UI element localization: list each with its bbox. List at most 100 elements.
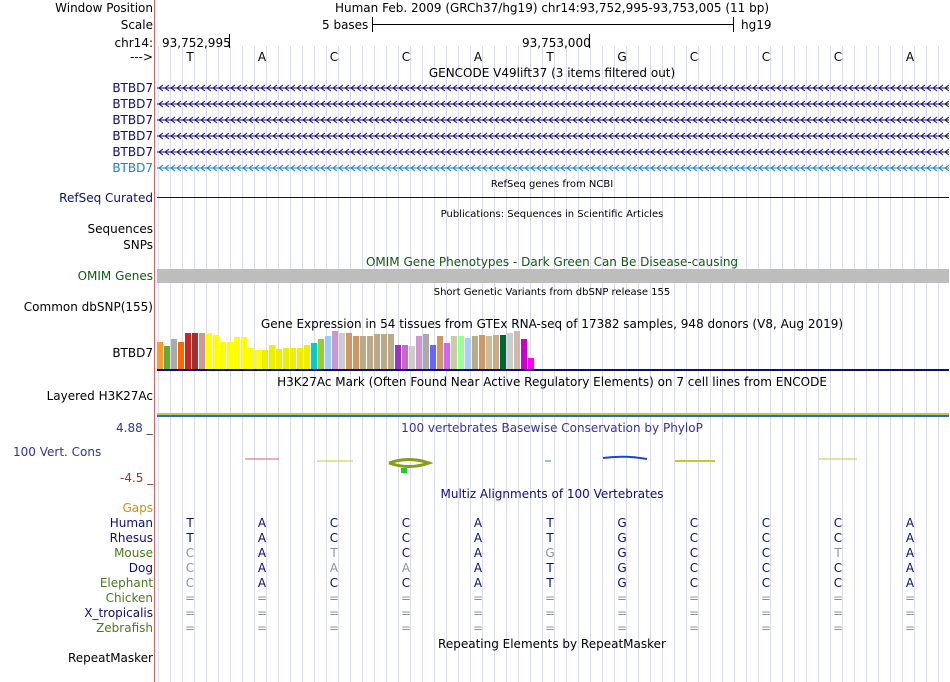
gencode-transcript[interactable] [157,100,949,108]
gtex-tissue-bar[interactable] [276,349,282,369]
gtex-tissue-bar[interactable] [255,350,261,369]
gtex-tissue-bar[interactable] [241,337,247,369]
omim-feature-bar[interactable] [157,269,949,283]
aligned-base: C [401,516,411,530]
gtex-tissue-bar[interactable] [171,339,177,369]
gtex-tissue-bar[interactable] [346,333,352,369]
gtex-tissue-bar[interactable] [234,337,240,369]
gtex-tissue-bar[interactable] [458,336,464,369]
dbsnp-label[interactable]: Common dbSNP(155) [23,300,153,314]
gtex-tissue-bar[interactable] [395,345,401,369]
gtex-tissue-bar[interactable] [472,336,478,369]
gtex-tissue-bar[interactable] [178,342,184,369]
gtex-tissue-bar[interactable] [353,336,359,369]
species-label[interactable]: Zebrafish [96,621,153,635]
gtex-tissue-bar[interactable] [339,333,345,369]
h3k27ac-label[interactable]: Layered H3K27Ac [46,389,153,403]
gencode-transcript[interactable] [157,164,949,172]
species-label[interactable]: Dog [128,561,153,575]
gtex-tissue-bar[interactable] [521,339,527,369]
gtex-gene-label[interactable]: BTBD7 [112,346,153,360]
repeatmasker-label[interactable]: RepeatMasker [67,651,153,665]
gtex-tissue-bar[interactable] [437,336,443,369]
gtex-tissue-bar[interactable] [430,345,436,369]
species-label[interactable]: X_tropicalis [84,606,153,620]
gencode-transcript[interactable] [157,84,949,92]
window-position-label: Window Position [55,1,153,15]
species-label[interactable]: Elephant [99,576,153,590]
gencode-gene-label[interactable]: BTBD7 [112,145,153,159]
gtex-tissue-bar[interactable] [423,334,429,369]
gtex-tissue-bar[interactable] [164,346,170,369]
gtex-tissue-bar[interactable] [416,336,422,369]
gtex-tissue-bar[interactable] [367,336,373,369]
phylop-wiggle[interactable] [157,450,949,476]
gtex-tissue-bar[interactable] [332,331,338,369]
gtex-tissue-bar[interactable] [500,335,506,369]
gtex-tissue-bar[interactable] [213,335,219,369]
aligned-base: = [400,606,412,620]
gtex-tissue-bar[interactable] [157,342,163,369]
gtex-tissue-bar[interactable] [192,333,198,369]
species-label[interactable]: Rhesus [109,531,153,545]
gtex-tissue-bar[interactable] [374,334,380,369]
gtex-tissue-bar[interactable] [479,335,485,369]
gencode-gene-label[interactable]: BTBD7 [112,129,153,143]
gtex-tissue-bar[interactable] [227,342,233,369]
gtex-tissue-bar[interactable] [360,336,366,369]
gencode-gene-label[interactable]: BTBD7 [112,161,153,175]
species-label[interactable]: Chicken [105,591,153,605]
gtex-tissue-bar[interactable] [507,333,513,369]
scale-text: 5 bases [322,18,369,32]
gtex-tissue-bar[interactable] [199,333,205,369]
gtex-gene-line [157,369,949,371]
publications-snps-label[interactable]: SNPs [123,238,153,252]
gtex-tissue-bar[interactable] [493,335,499,369]
gtex-tissue-bar[interactable] [220,342,226,369]
gtex-tissue-bar[interactable] [318,339,324,369]
gtex-tissue-bar[interactable] [465,338,471,369]
gtex-tissue-bar[interactable] [444,343,450,369]
gaps-label[interactable]: Gaps [122,501,153,515]
aligned-base: A [473,531,483,545]
omim-label[interactable]: OMIM Genes [77,269,153,283]
gencode-gene-label[interactable]: BTBD7 [112,97,153,111]
gtex-tissue-bar[interactable] [388,334,394,369]
gtex-tissue-bar[interactable] [283,348,289,369]
gtex-tissue-bar[interactable] [514,331,520,369]
phylop-label[interactable]: 100 Vert. Cons [13,445,102,459]
aligned-base: T [546,531,554,545]
gtex-tissue-bar[interactable] [325,336,331,369]
species-label[interactable]: Human [109,516,153,530]
publications-sequences-label[interactable]: Sequences [87,222,153,236]
reference-base: C [761,50,771,64]
refseq-label[interactable]: RefSeq Curated [59,191,153,205]
gtex-tissue-bar[interactable] [206,333,212,369]
gencode-transcript[interactable] [157,148,949,156]
gtex-tissue-bar[interactable] [248,348,254,369]
gencode-transcript[interactable] [157,116,949,124]
refseq-gene-line[interactable] [157,197,949,198]
grid-line [926,46,927,682]
gtex-tissue-bar[interactable] [528,358,534,369]
species-label[interactable]: Mouse [114,546,153,560]
aligned-base: = [544,621,556,635]
gtex-tissue-bar[interactable] [402,345,408,369]
gtex-tissue-bar[interactable] [290,348,296,369]
grid-line [674,46,675,682]
gencode-gene-label[interactable]: BTBD7 [112,113,153,127]
gtex-tissue-bar[interactable] [451,336,457,369]
gtex-tissue-bar[interactable] [269,345,275,369]
gtex-tissue-bar[interactable] [409,346,415,369]
gtex-bar-chart[interactable] [157,331,537,369]
gencode-gene-label[interactable]: BTBD7 [112,81,153,95]
gtex-tissue-bar[interactable] [185,333,191,369]
gtex-tissue-bar[interactable] [297,348,303,369]
gtex-tissue-bar[interactable] [486,336,492,369]
gtex-tissue-bar[interactable] [262,350,268,369]
gtex-tissue-bar[interactable] [381,334,387,369]
gtex-tissue-bar[interactable] [311,343,317,369]
gtex-tissue-bar[interactable] [304,345,310,369]
gencode-transcript[interactable] [157,132,949,140]
